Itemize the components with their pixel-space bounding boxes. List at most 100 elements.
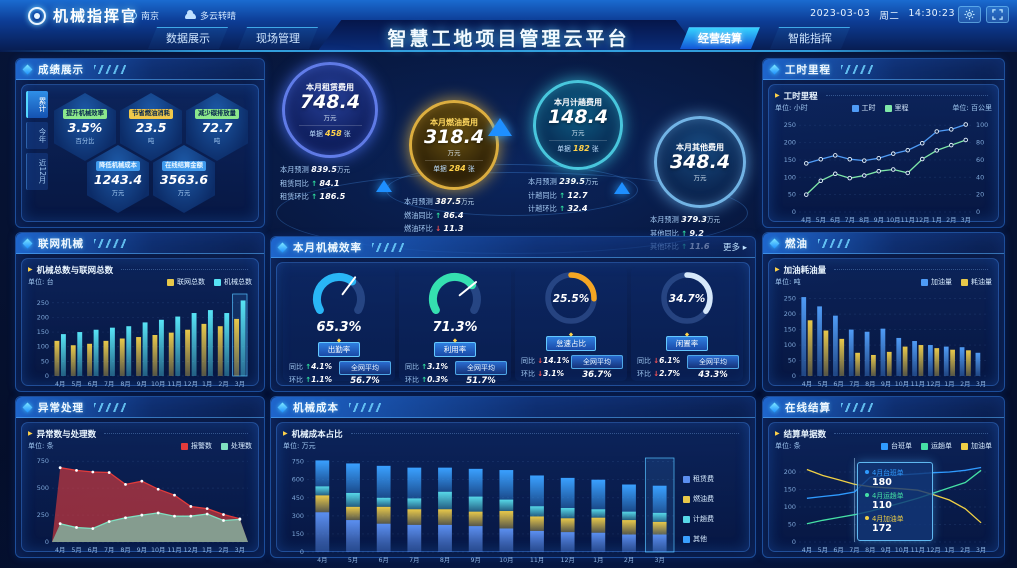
kpi-detail-row: 本月预测 387.5万元 xyxy=(404,196,475,206)
weather-label: 多云转晴 xyxy=(200,12,237,22)
up-arrow-decoration xyxy=(488,118,512,136)
panel-title: 在线结算 xyxy=(785,401,831,414)
svg-text:100: 100 xyxy=(784,173,796,181)
achievement-hexagon: 降低机械成本 1243.4 万元 xyxy=(87,145,149,213)
legend-swatch xyxy=(221,442,228,450)
nav-tab-2[interactable]: 现场管理 xyxy=(238,27,318,49)
legend-item: 计趟费 xyxy=(683,514,739,524)
unit-label: 单位: 条 xyxy=(775,442,801,450)
legend-swatch xyxy=(884,104,892,112)
network-avg-label: 全网平均 xyxy=(571,355,623,369)
svg-text:5月: 5月 xyxy=(71,380,81,388)
svg-text:5月: 5月 xyxy=(818,546,828,554)
header: 机械指挥官 南京 多云转晴 智慧工地项目管理云平台 2023-03-03 周二 … xyxy=(0,0,1017,52)
network-avg-value: 56.7% xyxy=(350,376,380,386)
fuel-body: ▶ 加油耗油量 单位: 吨 加油量 耗油量 0 50 100 150 200 250 4月 5月 6月 7月… xyxy=(768,258,999,388)
svg-text:4月: 4月 xyxy=(55,546,65,554)
legend-item: 运趟单 xyxy=(921,441,952,451)
gauge-network-avg: 全网平均 56.7% xyxy=(339,361,391,386)
legend-label: 报警数 xyxy=(191,442,212,450)
gauge-card-2: 71.3% 利用率 同比 ↑3.1% 环比 ↑0.3% 全网平均 51.7% xyxy=(399,267,511,386)
legend-item: 机械总数 xyxy=(214,277,252,287)
donut-gauge-svg xyxy=(545,272,597,324)
legend-label: 运趟单 xyxy=(931,442,952,450)
kpi-detail-rows: 本月预测 387.5万元 燃油同比 ↑ 86.4 燃油环比 ↓ 11.3 xyxy=(394,195,514,236)
svg-text:250: 250 xyxy=(37,299,49,307)
tooltip-label: 4月运趟单 xyxy=(865,490,925,500)
slashes-decoration xyxy=(841,402,873,412)
dotted-rule xyxy=(834,269,988,270)
cost-chart-flex: 0 150 300 450 600 750 4月 5月 6月 7月 8月 9月 10月 11月 12月 1月 2… xyxy=(283,452,743,568)
dotted-rule xyxy=(104,433,248,434)
legend-swatch xyxy=(214,278,221,286)
gauge-label-chip: 怠速占比 xyxy=(546,336,596,351)
svg-text:50: 50 xyxy=(788,357,796,365)
nav-tab-1[interactable]: 数据展示 xyxy=(148,27,228,49)
legend-label: 燃油费 xyxy=(693,495,714,503)
svg-text:7月: 7月 xyxy=(845,216,855,224)
chart-legend: 报警数 处理数 xyxy=(181,441,252,451)
panel-achievements-header: 成绩展示 xyxy=(16,59,264,80)
gauge-stats: 同比 ↑4.1% 环比 ↑1.1% 全网平均 56.7% xyxy=(287,361,391,386)
exceptions-body: ▶ 异常数与处理数 单位: 条 报警数 处理数 0 250 500 750 4月 5月 6月 7月 8月 9… xyxy=(21,422,259,554)
achievements-tab-1[interactable]: 累计 xyxy=(26,91,48,118)
svg-text:4月: 4月 xyxy=(317,556,327,564)
legend-label: 计趟费 xyxy=(693,515,714,523)
svg-text:10月: 10月 xyxy=(895,546,909,554)
panel-hours-header: 工时里程 xyxy=(763,59,1004,80)
svg-text:300: 300 xyxy=(292,512,304,520)
slashes-decoration xyxy=(349,402,381,412)
achievement-label: 节省燃油消耗 xyxy=(129,109,173,119)
svg-text:2月: 2月 xyxy=(960,380,970,388)
svg-text:7月: 7月 xyxy=(104,546,114,554)
kpi-circle: 本月燃油费用 318.4 万元 单据 284 张 xyxy=(409,100,499,190)
gauge-stats: 同比 ↑3.1% 环比 ↑0.3% 全网平均 51.7% xyxy=(403,361,507,386)
svg-text:11月: 11月 xyxy=(530,556,544,564)
kpi-value: 748.4 xyxy=(299,90,361,113)
network-avg-value: 36.7% xyxy=(582,370,612,380)
legend-item: 报警数 xyxy=(181,441,212,451)
legend-swatch xyxy=(181,442,188,450)
kpi-detail-row: 计趟环比 ↑ 32.4 xyxy=(528,203,588,213)
chart-legend: 加油量 耗油量 xyxy=(921,277,992,287)
fullscreen-button[interactable] xyxy=(986,6,1009,23)
arrow-icon: ▶ xyxy=(28,430,33,437)
settings-button[interactable] xyxy=(958,6,981,23)
chart-area: 0 150 300 450 600 750 4月 5月 6月 7月 8月 9月 10月 11月 12月 1月 2… xyxy=(283,452,683,568)
kpi-detail-row: 本月预测 379.3万元 xyxy=(650,214,721,224)
donut-gauge: 25.5% xyxy=(519,269,623,331)
achievements-tab-3[interactable]: 近12月 xyxy=(26,153,48,190)
svg-text:3月: 3月 xyxy=(961,216,971,224)
svg-text:150: 150 xyxy=(784,156,796,164)
svg-text:6月: 6月 xyxy=(833,380,843,388)
svg-text:8月: 8月 xyxy=(120,380,130,388)
arrow-icon: ▶ xyxy=(283,430,288,437)
svg-text:200: 200 xyxy=(784,139,796,147)
svg-text:200: 200 xyxy=(37,313,49,321)
svg-text:2月: 2月 xyxy=(624,556,634,564)
datetime: 2023-03-03 周二 14:30:23 xyxy=(810,8,955,22)
efficiency-body: 65.3% 出勤率 同比 ↑4.1% 环比 ↑1.1% 全网平均 56.7% 71.3% 利用… xyxy=(276,262,750,386)
svg-text:150: 150 xyxy=(37,328,49,336)
legend-label: 里程 xyxy=(894,104,909,112)
gauge-value: 65.3% xyxy=(316,320,362,335)
svg-text:2月: 2月 xyxy=(218,546,228,554)
svg-text:9月: 9月 xyxy=(471,556,481,564)
nav-tab-3[interactable]: 经营结算 xyxy=(680,27,760,49)
nav-tab-4[interactable]: 智能指挥 xyxy=(770,27,850,49)
kpi-detail-row: 本月预测 239.5万元 xyxy=(528,176,599,186)
more-link[interactable]: 更多 ▸ xyxy=(723,243,747,253)
achievement-hexagon: 节省燃油消耗 23.5 吨 xyxy=(120,93,182,161)
dotted-rule xyxy=(350,433,739,434)
gauge-stats: 同比 ↓14.1% 环比 ↓3.1% 全网平均 36.7% xyxy=(519,355,623,380)
svg-text:10月: 10月 xyxy=(151,546,165,554)
achievement-value: 72.7 xyxy=(201,119,233,135)
svg-text:1月: 1月 xyxy=(593,556,603,564)
gauge-value: 34.7% xyxy=(668,293,706,305)
svg-text:12月: 12月 xyxy=(184,546,198,554)
legend-item: 工时 xyxy=(851,103,876,113)
svg-text:500: 500 xyxy=(37,484,49,492)
achievements-tab-2[interactable]: 今年 xyxy=(26,122,48,149)
svg-text:9月: 9月 xyxy=(881,546,891,554)
location-pin-icon xyxy=(128,10,139,21)
